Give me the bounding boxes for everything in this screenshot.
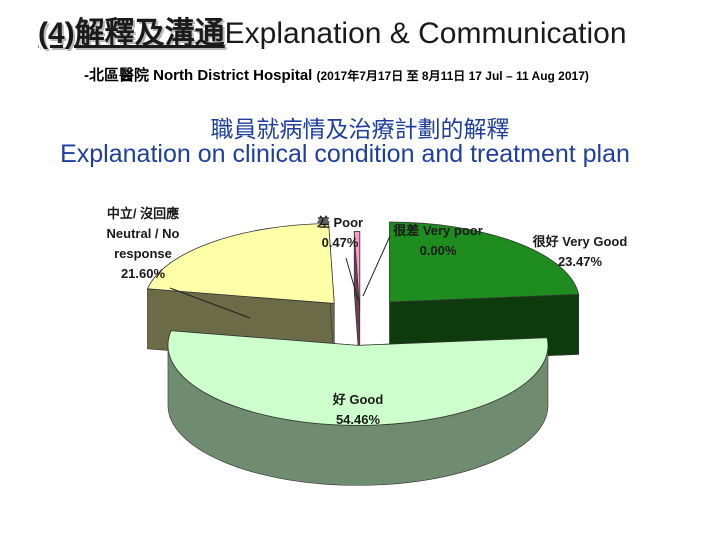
subtitle-period: (2017年7月17日 至 8月11日 17 Jul – 11 Aug 2017… (316, 69, 589, 83)
slice-label-0: 很好 Very Good 23.47% (533, 234, 628, 269)
chart-heading-en: Explanation on clinical condition and tr… (60, 140, 630, 168)
slice-label-line-3-0: 差 Poor (317, 215, 363, 230)
page-title: (4)解釋及溝通Explanation & Communication (38, 8, 627, 52)
leader-line-2 (169, 287, 251, 319)
slice-label-3: 差 Poor 0.47% (317, 215, 363, 250)
slice-label-line-2-2: response (114, 246, 172, 261)
pie-slice-3 (353, 231, 361, 312)
title-cn: (4)解釋及溝通 (38, 17, 225, 50)
title-en: Explanation & Communication (224, 17, 627, 50)
slice-value-label-2: 21.60% (121, 266, 166, 281)
pie-slice-0 (389, 221, 580, 303)
chart-heading-cn: 職員就病情及治療計劃的解釋 (210, 117, 510, 143)
slice-value-label-0: 23.47% (558, 254, 603, 269)
slice-label-line-2-0: 中立/ 沒回應 (107, 206, 179, 221)
slice-label-line-2-1: Neutral / No (107, 226, 180, 241)
slice-value-label-4: 0.00% (420, 243, 457, 258)
slice-label-line-1-0: 好 Good (332, 392, 384, 407)
leader-line-3 (345, 257, 359, 301)
pie-labels: 很好 Very Good 23.47% 好 Good 54.46% 中立/ 沒回應 Neu… (107, 206, 628, 427)
pie-slice-2 (146, 223, 335, 304)
pie-leaders (169, 235, 391, 319)
slice-label-4: 很差 Very poor 0.00% (393, 223, 483, 258)
slice-label-line-0-0: 很好 Very Good (533, 234, 628, 249)
slice-value-label-3: 0.47% (322, 235, 359, 250)
pie-slice-1 (167, 330, 549, 426)
slice-label-1: 好 Good 54.46% (332, 392, 384, 427)
slice-label-2: 中立/ 沒回應 Neutral / No response 21.60% (107, 206, 180, 281)
leader-line-4 (362, 235, 391, 297)
pie-tops (146, 221, 580, 426)
slice-value-label-1: 54.46% (336, 412, 381, 427)
slice-label-line-4-0: 很差 Very poor (393, 223, 483, 238)
subtitle-hospital: -北區醫院 North District Hospital (84, 67, 313, 84)
subtitle: -北區醫院 North District Hospital (2017年7月17… (84, 64, 589, 85)
